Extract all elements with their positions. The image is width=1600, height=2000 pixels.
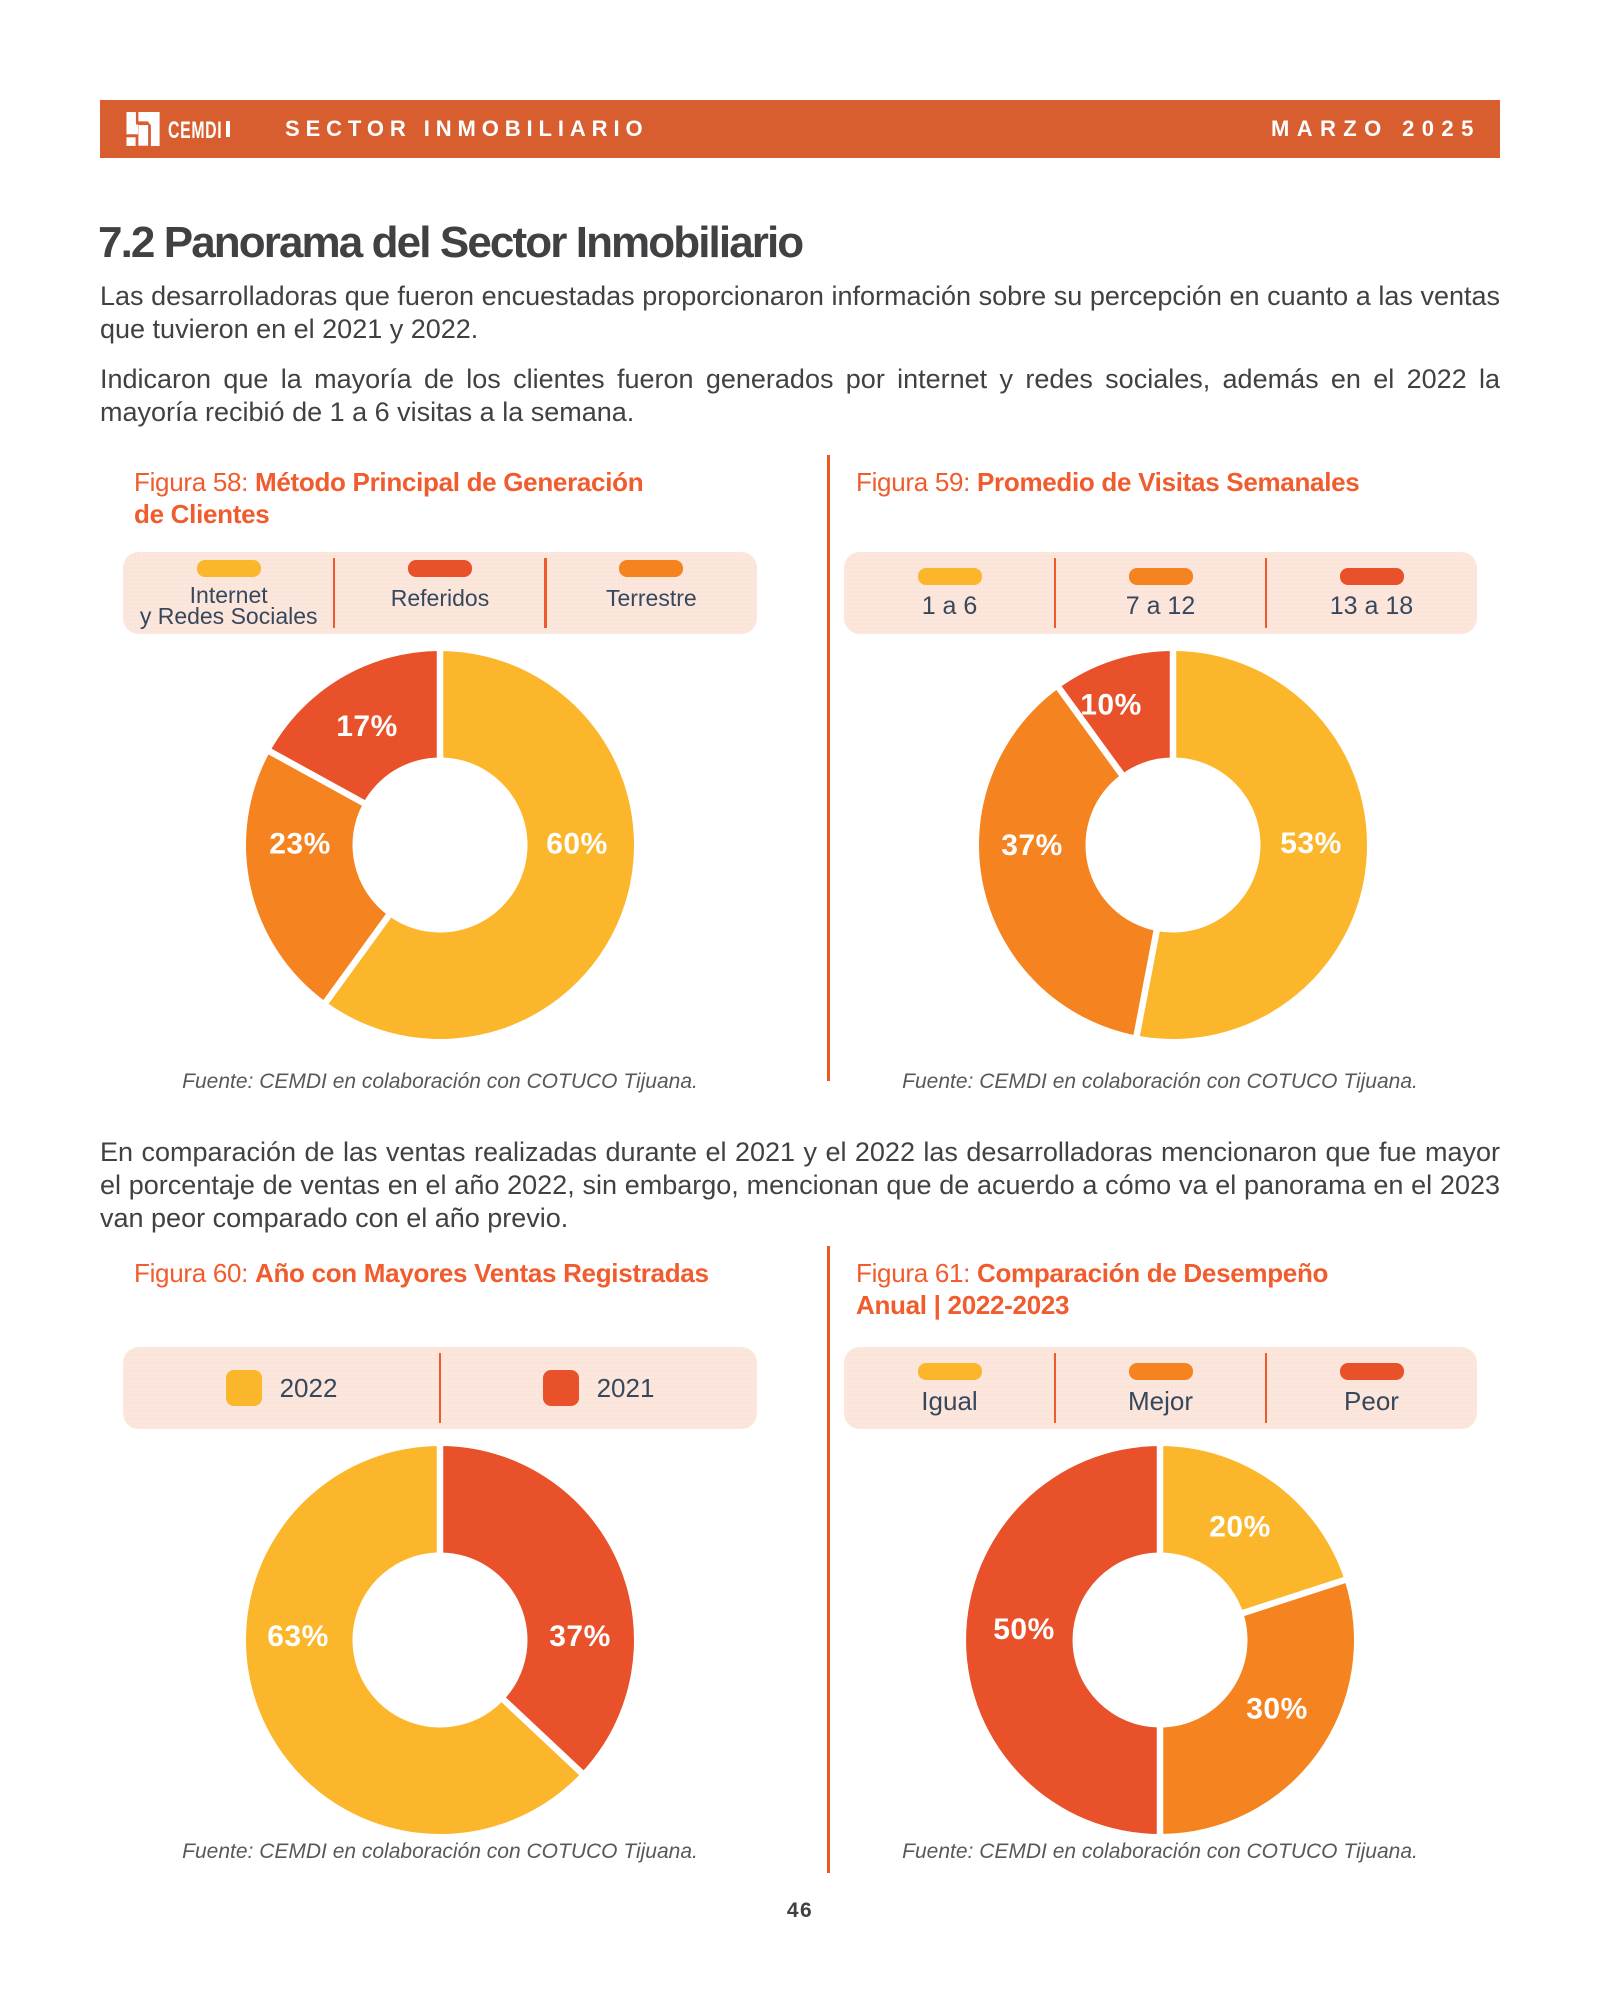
svg-text:37%: 37% — [549, 1620, 611, 1653]
svg-text:63%: 63% — [267, 1620, 329, 1653]
svg-text:30%: 30% — [1246, 1693, 1308, 1726]
svg-text:50%: 50% — [993, 1613, 1055, 1646]
svg-text:10%: 10% — [1080, 689, 1142, 722]
svg-text:37%: 37% — [1001, 829, 1063, 862]
svg-text:23%: 23% — [269, 827, 331, 860]
svg-text:60%: 60% — [546, 828, 608, 861]
svg-text:17%: 17% — [336, 710, 398, 743]
svg-text:53%: 53% — [1280, 827, 1342, 860]
svg-text:20%: 20% — [1209, 1511, 1271, 1544]
